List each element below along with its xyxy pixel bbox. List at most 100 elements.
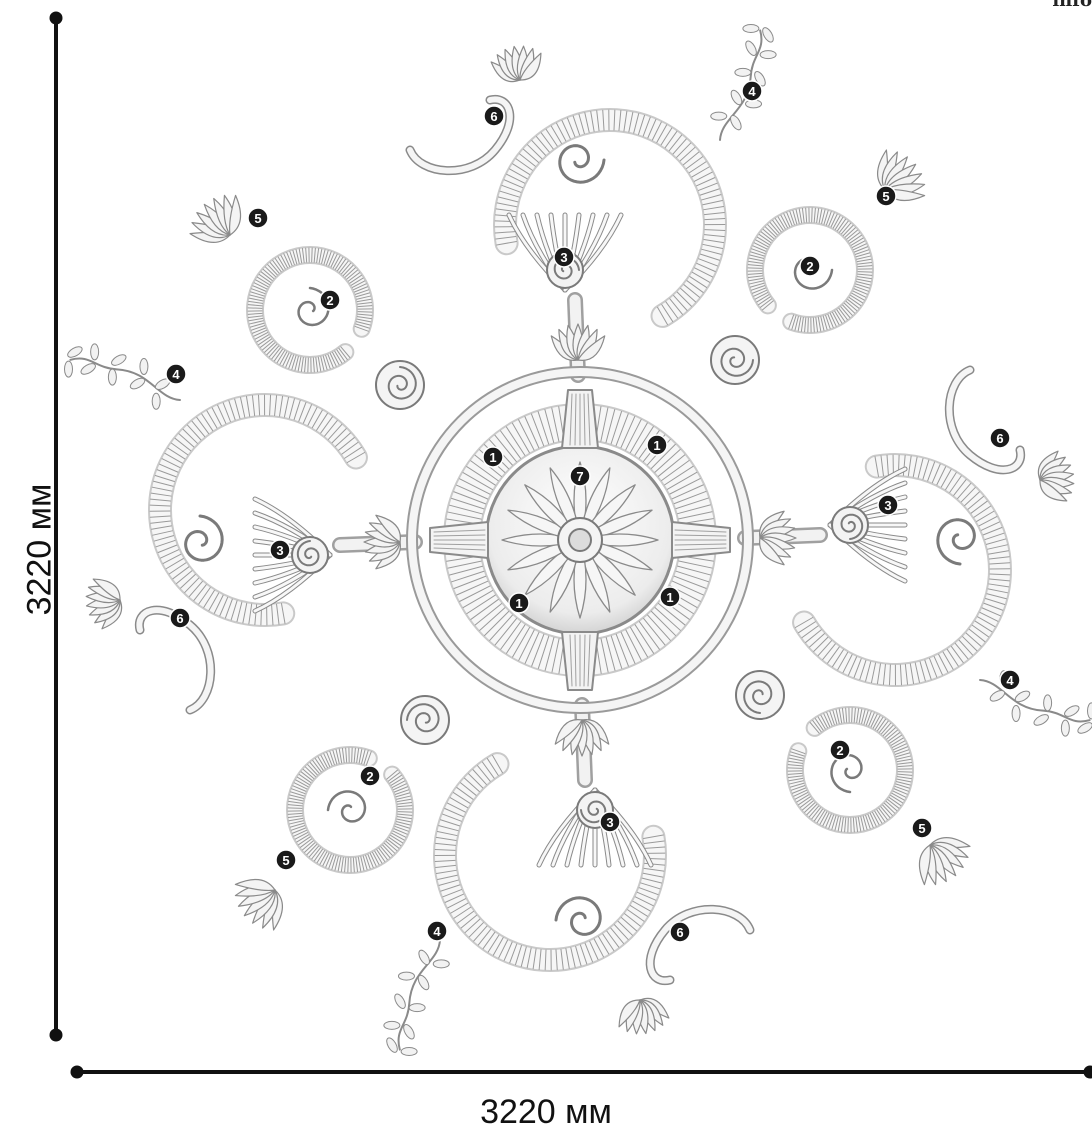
callout-leaf-tufts: 5 [876, 186, 896, 206]
callout-number: 5 [882, 189, 889, 204]
tendril-leaves [1029, 444, 1079, 511]
callout-shells: 3 [554, 247, 574, 267]
side-scroll [788, 708, 912, 832]
callout-scrolls: 2 [320, 290, 340, 310]
volute [186, 516, 223, 560]
diagonal-shell [736, 671, 784, 719]
ring-bracket [562, 390, 598, 448]
callout-shells: 3 [270, 540, 290, 560]
callout-number: 5 [918, 821, 925, 836]
tendril-face [949, 370, 1020, 470]
sprig [362, 930, 473, 1065]
sprig [687, 15, 798, 150]
callout-tendrils: 6 [484, 106, 504, 126]
callout-scrolls: 2 [800, 256, 820, 276]
tendril-leaves [484, 41, 551, 91]
volute [938, 520, 975, 564]
callout-number: 6 [676, 925, 683, 940]
callout-number: 2 [326, 293, 333, 308]
width-dimension-line [71, 1066, 1092, 1079]
height-dimension-label: 3220 мм [21, 470, 60, 630]
callout-shells: 3 [878, 495, 898, 515]
callout-scrolls: 2 [830, 740, 850, 760]
ring-bracket [672, 522, 730, 558]
callout-number: 1 [489, 450, 496, 465]
large-c-scroll [435, 755, 665, 970]
callout-number: 2 [836, 743, 843, 758]
ring-bracket [562, 632, 598, 690]
side-volute [832, 755, 862, 792]
callout-inner-ring: 1 [647, 435, 667, 455]
side-scroll [288, 748, 412, 872]
volute [556, 898, 600, 935]
leaf-tuft [858, 137, 938, 220]
large-c-scroll [150, 395, 365, 625]
callout-number: 3 [560, 250, 567, 265]
callout-number: 3 [884, 498, 891, 513]
callout-sprigs: 4 [166, 364, 186, 384]
large-c-scroll [495, 110, 725, 325]
callout-number: 6 [176, 611, 183, 626]
callout-number: 1 [515, 596, 522, 611]
callout-tendrils: 6 [170, 608, 190, 628]
side-volute [328, 792, 365, 822]
callout-number: 3 [606, 815, 613, 830]
width-dimension-label: 3220 мм [0, 1093, 1092, 1132]
callout-inner-ring: 1 [483, 447, 503, 467]
callout-number: 5 [254, 211, 261, 226]
callout-number: 4 [172, 367, 180, 382]
leaf-tuft [222, 859, 302, 942]
callout-tendrils: 6 [670, 922, 690, 942]
acanthus-shell [830, 469, 905, 581]
callout-number: 2 [806, 259, 813, 274]
ornament-lobe [222, 696, 750, 1065]
ornament-lobe [55, 182, 424, 710]
sprig [970, 647, 1092, 758]
callout-sprigs: 4 [742, 81, 762, 101]
leaf-fan [546, 324, 610, 366]
diagonal-shell [401, 696, 449, 744]
callout-sprigs: 4 [1000, 670, 1020, 690]
ceiling-medallion [55, 15, 1092, 1065]
callout-center: 7 [570, 466, 590, 486]
callout-number: 6 [490, 109, 497, 124]
callout-number: 4 [1006, 673, 1014, 688]
leaf-fan [364, 510, 406, 574]
callout-number: 2 [366, 769, 373, 784]
callout-leaf-tufts: 5 [912, 818, 932, 838]
acanthus-shell [255, 499, 330, 611]
ornament-lobe [736, 370, 1092, 898]
large-c-scroll [795, 455, 1010, 685]
ornament-lobe [410, 15, 938, 384]
callout-number: 3 [276, 543, 283, 558]
volute [560, 146, 604, 183]
callout-number: 7 [576, 469, 583, 484]
tendril [949, 370, 1020, 470]
tendril-leaves [81, 569, 131, 636]
tendril-face [650, 909, 750, 980]
callout-tendrils: 6 [990, 428, 1010, 448]
diagonal-shell [711, 336, 759, 384]
acanthus-shell [539, 790, 651, 865]
callout-shells: 3 [600, 812, 620, 832]
tendril [650, 909, 750, 980]
diagonal-shell [376, 361, 424, 409]
leaf-fan [754, 506, 796, 570]
callout-scrolls: 2 [360, 766, 380, 786]
side-scroll [248, 248, 372, 372]
tendril-leaves [609, 989, 676, 1039]
ring-bracket [430, 522, 488, 558]
callout-leaf-tufts: 5 [276, 850, 296, 870]
callout-number: 1 [666, 590, 673, 605]
callout-number: 6 [996, 431, 1003, 446]
callout-sprigs: 4 [427, 921, 447, 941]
callout-inner-ring: 1 [509, 593, 529, 613]
leaf-fan [550, 714, 614, 756]
callout-number: 1 [653, 438, 660, 453]
callout-number: 5 [282, 853, 289, 868]
callout-leaf-tufts: 5 [248, 208, 268, 228]
callout-number: 4 [433, 924, 441, 939]
callout-inner-ring: 1 [660, 587, 680, 607]
callout-number: 4 [748, 84, 756, 99]
